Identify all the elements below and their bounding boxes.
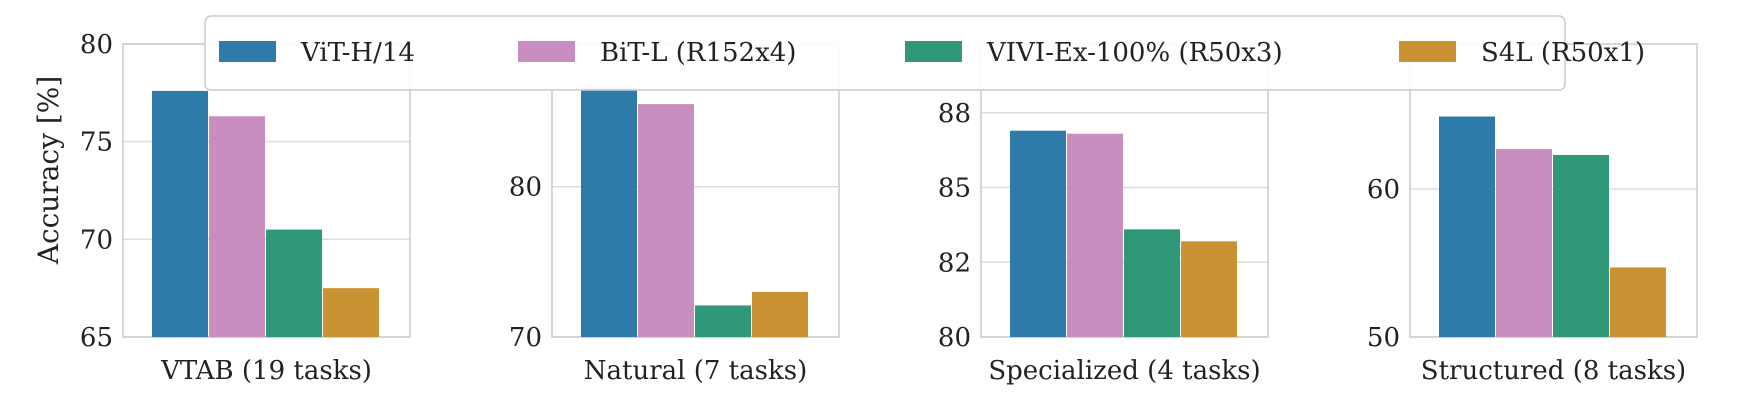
bar — [752, 291, 808, 337]
bar — [266, 229, 322, 337]
legend-swatch — [518, 41, 575, 62]
legend-label: BiT-L (R152x4) — [600, 38, 796, 68]
y-tick-label: 70 — [509, 323, 542, 353]
legend-frame — [204, 15, 1566, 91]
y-tick-label: 50 — [1367, 323, 1400, 353]
bar — [581, 87, 637, 337]
legend-item: BiT-L (R152x4) — [518, 38, 796, 68]
bar — [1010, 130, 1066, 337]
panels-layer: 65 70 75 80 VTAB (19 tasks) 70 80 Natural (7 ta… — [80, 30, 1698, 386]
bar — [1553, 154, 1609, 337]
bar — [695, 305, 751, 337]
bar — [1124, 229, 1180, 337]
bar — [1439, 116, 1495, 337]
legend-item: S4L (R50x1) — [1399, 38, 1645, 68]
y-tick-label: 70 — [80, 225, 113, 255]
y-tick-label: 88 — [938, 99, 971, 129]
bar — [638, 104, 694, 337]
legend-label: VIVI-Ex-100% (R50x3) — [986, 38, 1283, 68]
y-tick-label: 65 — [80, 323, 113, 353]
y-tick-label: 80 — [80, 30, 113, 60]
bar — [1181, 241, 1237, 337]
legend-swatch — [219, 41, 276, 62]
bar — [1610, 267, 1666, 337]
x-axis-label: Specialized (4 tasks) — [988, 356, 1260, 386]
legend-item: VIVI-Ex-100% (R50x3) — [905, 38, 1283, 68]
x-axis-label: Structured (8 tasks) — [1421, 356, 1686, 386]
legend-swatch — [1399, 41, 1456, 62]
legend-label: S4L (R50x1) — [1481, 38, 1645, 68]
x-axis-label: Natural (7 tasks) — [584, 356, 807, 386]
legend-label: ViT-H/14 — [300, 38, 415, 68]
bar — [1496, 149, 1552, 337]
legend-item: ViT-H/14 — [219, 38, 415, 68]
panel-4: 50 60 Structured (8 tasks) — [1367, 43, 1698, 386]
bar — [323, 288, 379, 337]
bar — [152, 90, 208, 337]
y-tick-label: 80 — [509, 173, 542, 203]
y-axis-label: Accuracy [%] — [32, 76, 65, 266]
y-tick-label: 80 — [938, 323, 971, 353]
y-tick-label: 60 — [1367, 175, 1400, 205]
y-tick-label: 82 — [938, 248, 971, 278]
y-tick-label: 85 — [938, 174, 971, 204]
x-axis-label: VTAB (19 tasks) — [160, 356, 372, 386]
y-tick-label: 75 — [80, 128, 113, 158]
panel-2: 70 80 Natural (7 tasks) — [509, 43, 840, 386]
bar — [209, 116, 265, 337]
legend: ViT-H/14 BiT-L (R152x4) VIVI-Ex-100% (R50x… — [204, 15, 1645, 91]
panel-1: 65 70 75 80 VTAB (19 tasks) — [80, 30, 411, 386]
bar — [1067, 133, 1123, 337]
legend-swatch — [905, 41, 962, 62]
panel-3: 80 82 85 88 Specialized (4 tasks) — [938, 43, 1269, 386]
